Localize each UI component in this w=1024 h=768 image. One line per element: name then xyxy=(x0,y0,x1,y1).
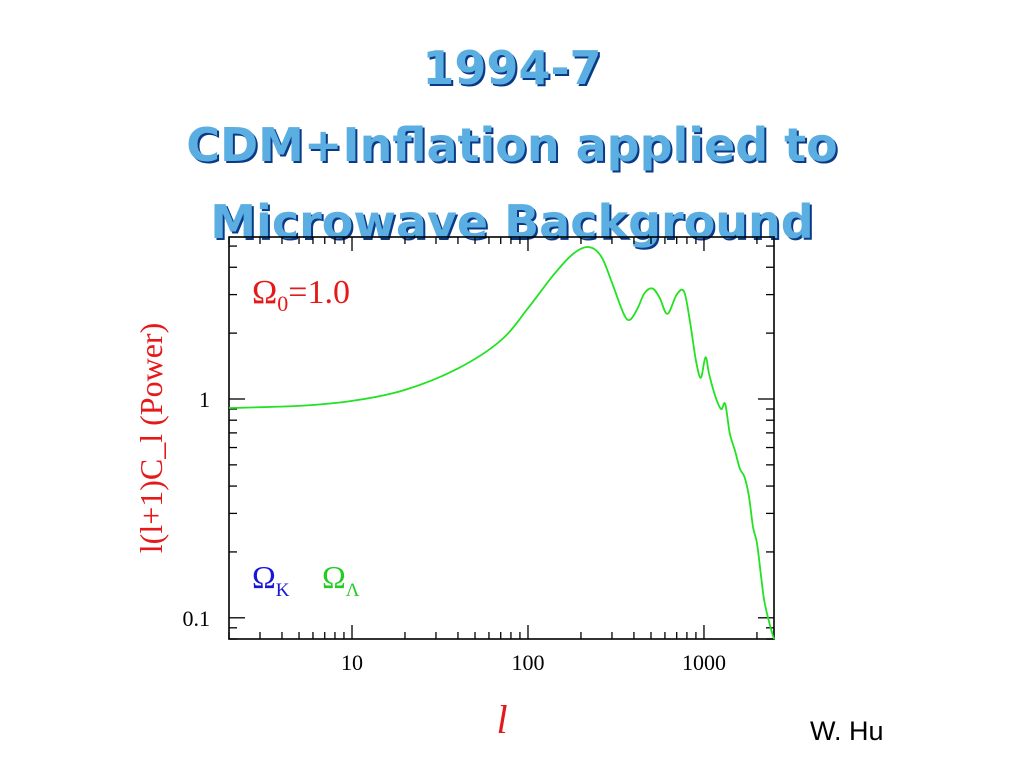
power-spectrum-curve xyxy=(228,246,775,640)
omega0-subscript: 0 xyxy=(277,291,288,316)
y-axis-label: l(l+1)C_l (Power) xyxy=(133,323,169,553)
plot-frame xyxy=(228,236,775,640)
omega-lambda-label: ΩΛ xyxy=(322,559,360,601)
axis-tick-labels: 10 100 1000 0.1 1 xyxy=(183,387,726,675)
axis-ticks xyxy=(228,237,774,640)
slide-title: 1994-7 CDM+Inflation applied to Microwav… xyxy=(0,30,1024,261)
x-tick-label: 10 xyxy=(341,650,363,675)
svg-text:Ω0=1.0: Ω0=1.0 xyxy=(252,274,350,316)
x-tick-label: 100 xyxy=(511,650,544,675)
x-axis-label: l xyxy=(496,697,507,742)
omega0-symbol: Ω xyxy=(252,274,277,311)
author-credit: W. Hu xyxy=(810,716,884,746)
y-tick-label: 0.1 xyxy=(183,606,211,631)
omega-k-label: ΩK xyxy=(252,559,290,601)
omega-zero-annotation: Ω0=1.0 xyxy=(252,274,350,316)
y-tick-label: 1 xyxy=(199,387,210,412)
title-line-1: 1994-7 xyxy=(422,41,602,95)
x-tick-label: 1000 xyxy=(682,650,726,675)
title-line-2: CDM+Inflation applied to xyxy=(186,118,838,172)
omega0-value: =1.0 xyxy=(288,274,350,311)
title-line-3: Microwave Background xyxy=(210,195,814,249)
